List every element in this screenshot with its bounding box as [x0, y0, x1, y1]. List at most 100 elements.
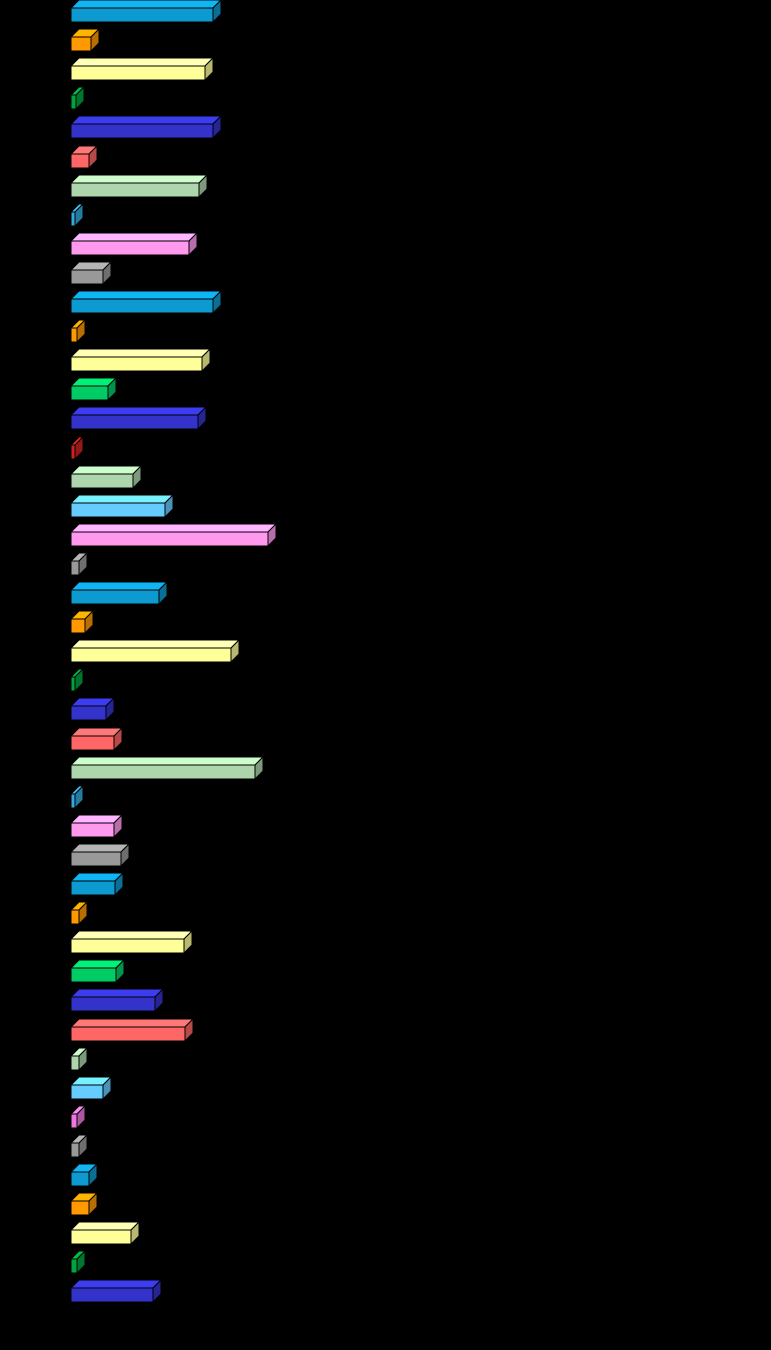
bar-35[interactable]: [69, 988, 165, 1013]
bar-front-face: [70, 560, 80, 576]
bar-front-face: [70, 123, 214, 139]
bar-44[interactable]: [69, 1250, 87, 1275]
bar-front-face: [70, 676, 76, 692]
bar-34[interactable]: [69, 959, 126, 984]
bar-front-face: [70, 531, 269, 547]
bar-2[interactable]: [69, 27, 101, 53]
bar-top-face: [69, 465, 143, 475]
bar-top-face: [69, 814, 124, 824]
bar-front-face: [70, 909, 80, 925]
bar-top-face: [69, 639, 241, 649]
bar-top-face: [69, 174, 209, 184]
bar-front-face: [70, 1142, 80, 1158]
bar-front-face: [70, 1171, 90, 1187]
bar-front-face: [70, 327, 78, 343]
bar-41[interactable]: [69, 1162, 99, 1188]
bar-front-face: [70, 1258, 78, 1274]
bar-front-face: [70, 1287, 154, 1303]
bar-top-face: [69, 523, 278, 533]
bar-top-face: [69, 727, 124, 736]
bar-42[interactable]: [69, 1191, 99, 1217]
bar-front-face: [70, 735, 115, 750]
bar-40[interactable]: [69, 1133, 89, 1159]
bar-10[interactable]: [69, 260, 113, 286]
bar-top-face: [69, 348, 212, 358]
bar-top-face: [69, 1279, 163, 1289]
bar-top-face: [69, 930, 194, 940]
bar-top-face: [69, 756, 265, 766]
bar-6[interactable]: [69, 144, 99, 170]
bar-front-face: [70, 153, 90, 168]
bar-front-face: [70, 414, 199, 430]
bar-26[interactable]: [69, 726, 124, 752]
bar-5[interactable]: [69, 115, 223, 140]
bar-front-face: [70, 94, 77, 110]
bar-17[interactable]: [69, 464, 143, 490]
bar-33[interactable]: [69, 929, 194, 955]
bar-16[interactable]: [69, 435, 85, 461]
bar-front-face: [70, 880, 116, 896]
bar-15[interactable]: [69, 406, 208, 431]
bar-25[interactable]: [69, 697, 116, 722]
bar-24[interactable]: [69, 668, 85, 693]
bar-top-face: [69, 406, 208, 416]
bar-front-face: [70, 7, 214, 23]
bar-32[interactable]: [69, 900, 89, 926]
bar-top-face: [69, 232, 199, 242]
bar-front-face: [70, 764, 256, 780]
bar-top-face: [69, 494, 175, 504]
bar-4[interactable]: [69, 86, 86, 111]
bar-19[interactable]: [69, 522, 278, 548]
bar-14[interactable]: [69, 377, 118, 402]
bar-front-face: [70, 65, 206, 81]
bar-29[interactable]: [69, 813, 124, 839]
bar-3[interactable]: [69, 56, 215, 82]
bar-38[interactable]: [69, 1075, 113, 1101]
bar-front-face: [70, 1113, 78, 1129]
bar-37[interactable]: [69, 1046, 89, 1072]
bar-22[interactable]: [69, 609, 95, 635]
bar-top-face: [69, 959, 126, 969]
bar-front-face: [70, 182, 200, 198]
bar-9[interactable]: [69, 231, 199, 257]
bar-23[interactable]: [69, 638, 241, 664]
bar-12[interactable]: [69, 318, 87, 344]
bar-front-face: [70, 996, 156, 1012]
bar-front-face: [70, 1055, 80, 1071]
bar-13[interactable]: [69, 347, 212, 373]
bar-45[interactable]: [69, 1279, 163, 1304]
bar-20[interactable]: [69, 551, 89, 577]
bar-43[interactable]: [69, 1220, 141, 1246]
bar-36[interactable]: [69, 1017, 195, 1043]
bar-front-face: [70, 1200, 90, 1216]
bar-28[interactable]: [69, 784, 85, 810]
bar-front-face: [70, 473, 134, 489]
bar-18[interactable]: [69, 493, 175, 519]
bar-21[interactable]: [69, 580, 169, 606]
bar-front-face: [70, 298, 214, 314]
bar-11[interactable]: [69, 289, 223, 315]
bar-top-face: [69, 57, 215, 67]
bar-front-face: [70, 793, 76, 809]
bar-1[interactable]: [69, 0, 223, 24]
bar-top-face: [69, 581, 169, 591]
bar-front-face: [70, 822, 115, 838]
bar-front-face: [70, 240, 190, 256]
bar-front-face: [70, 211, 76, 227]
bar-27[interactable]: [69, 755, 265, 781]
bar-top-face: [69, 843, 131, 853]
bar-front-face: [70, 36, 92, 52]
bar-30[interactable]: [69, 842, 131, 868]
bar-front-face: [70, 851, 122, 867]
bar-front-face: [70, 967, 117, 983]
bar-31[interactable]: [69, 871, 125, 897]
bar-8[interactable]: [69, 202, 85, 228]
bar-39[interactable]: [69, 1104, 87, 1130]
bar-top-face: [69, 290, 223, 300]
bar-front-face: [70, 356, 203, 372]
bar-front-face: [70, 705, 107, 721]
bar-front-face: [70, 269, 104, 285]
bar-7[interactable]: [69, 173, 209, 199]
